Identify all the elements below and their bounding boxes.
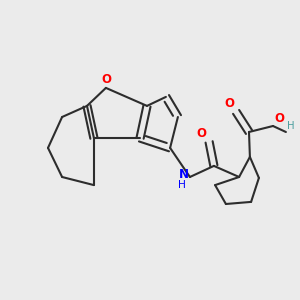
Text: O: O: [225, 98, 235, 110]
Text: H: H: [287, 121, 295, 130]
Text: O: O: [101, 74, 111, 86]
Text: O: O: [274, 112, 284, 124]
Text: H: H: [178, 180, 186, 190]
Text: O: O: [196, 128, 206, 140]
Text: N: N: [178, 168, 188, 181]
